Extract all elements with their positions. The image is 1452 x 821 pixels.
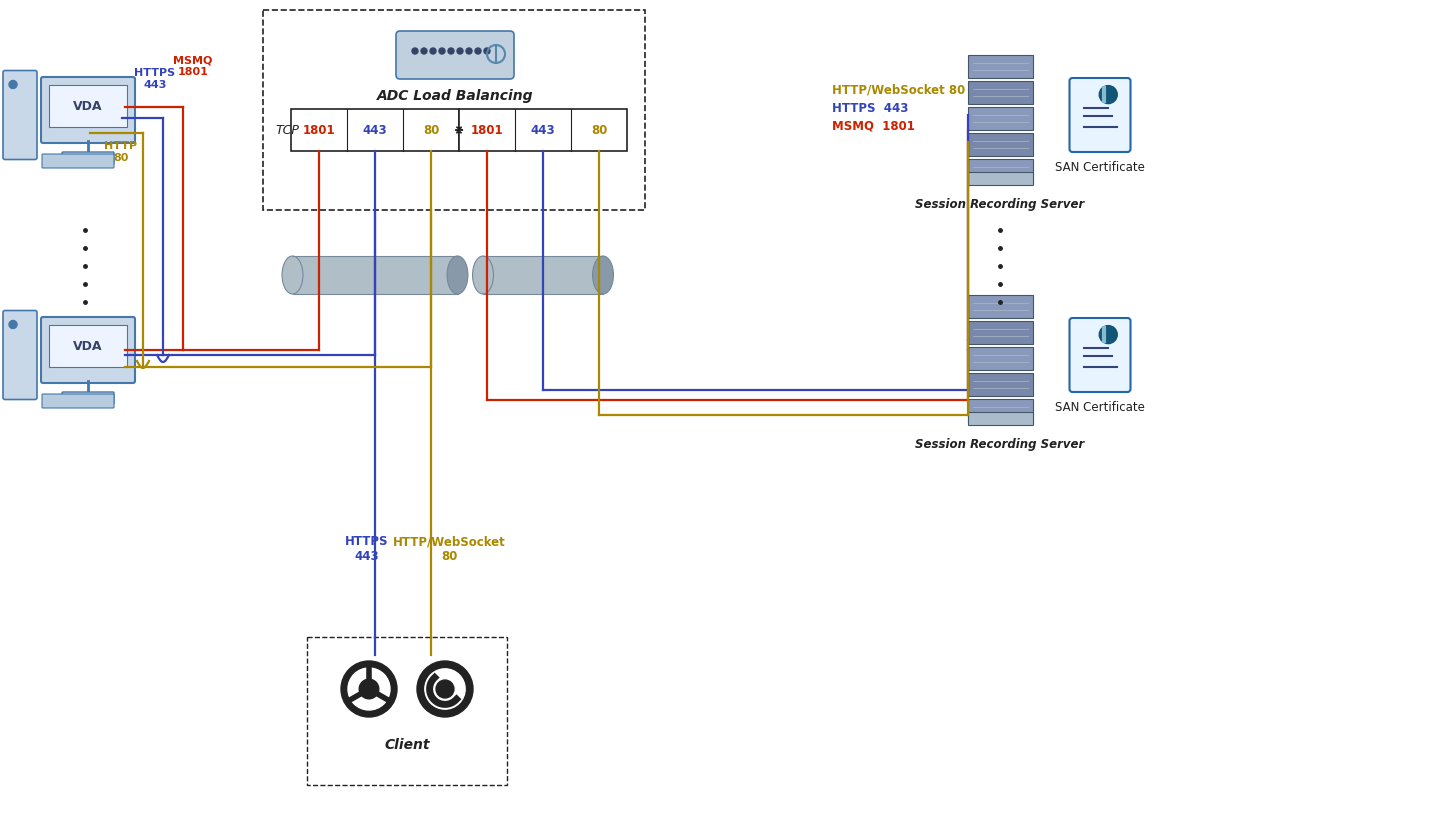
Text: Session Recording Server: Session Recording Server xyxy=(915,198,1085,211)
Text: 443: 443 xyxy=(530,123,555,136)
Text: Session Recording Server: Session Recording Server xyxy=(915,438,1085,451)
Text: HTTPS
443: HTTPS 443 xyxy=(346,535,389,563)
Text: VDA: VDA xyxy=(73,99,103,112)
Text: Client: Client xyxy=(385,738,430,752)
Text: 443: 443 xyxy=(363,123,388,136)
Circle shape xyxy=(1099,326,1117,344)
Bar xyxy=(967,373,1032,396)
Circle shape xyxy=(1099,85,1117,103)
Text: HTTP
80: HTTP 80 xyxy=(105,141,138,163)
FancyBboxPatch shape xyxy=(3,71,36,159)
Circle shape xyxy=(430,48,436,54)
Bar xyxy=(292,256,457,294)
Bar xyxy=(967,159,1032,182)
Bar xyxy=(967,347,1032,370)
Text: 1801: 1801 xyxy=(470,123,504,136)
Circle shape xyxy=(341,661,396,717)
FancyBboxPatch shape xyxy=(42,394,115,408)
Circle shape xyxy=(9,320,17,328)
Text: HTTPS  443: HTTPS 443 xyxy=(832,102,909,114)
FancyBboxPatch shape xyxy=(396,31,514,79)
Bar xyxy=(49,85,126,127)
FancyBboxPatch shape xyxy=(1070,78,1131,152)
FancyBboxPatch shape xyxy=(42,154,115,168)
Bar xyxy=(967,81,1032,104)
Bar xyxy=(967,295,1032,318)
Bar xyxy=(290,109,459,151)
Text: MSMQ
1801: MSMQ 1801 xyxy=(173,55,212,77)
Text: MSMQ  1801: MSMQ 1801 xyxy=(832,120,915,132)
Circle shape xyxy=(475,48,481,54)
Bar xyxy=(459,109,627,151)
FancyBboxPatch shape xyxy=(41,317,135,383)
Ellipse shape xyxy=(472,256,494,294)
Bar xyxy=(484,256,603,294)
Circle shape xyxy=(484,48,489,54)
Circle shape xyxy=(412,48,418,54)
Bar xyxy=(967,55,1032,78)
FancyBboxPatch shape xyxy=(1070,318,1131,392)
Circle shape xyxy=(421,48,427,54)
FancyBboxPatch shape xyxy=(62,152,115,164)
Text: 80: 80 xyxy=(591,123,607,136)
Ellipse shape xyxy=(592,256,613,294)
Bar xyxy=(967,321,1032,344)
Bar xyxy=(306,637,507,785)
Text: 80: 80 xyxy=(423,123,439,136)
Text: SAN Certificate: SAN Certificate xyxy=(1056,401,1146,414)
FancyBboxPatch shape xyxy=(62,392,115,404)
Text: TCP: TCP xyxy=(274,123,299,136)
Circle shape xyxy=(348,668,391,710)
FancyBboxPatch shape xyxy=(41,77,135,143)
Ellipse shape xyxy=(447,256,468,294)
Text: SAN Certificate: SAN Certificate xyxy=(1056,161,1146,174)
Text: VDA: VDA xyxy=(73,340,103,352)
Text: 1801: 1801 xyxy=(302,123,335,136)
Text: HTTPS
443: HTTPS 443 xyxy=(135,68,176,90)
Bar xyxy=(49,325,126,367)
Circle shape xyxy=(466,48,472,54)
Circle shape xyxy=(359,679,379,699)
Circle shape xyxy=(436,680,454,698)
Text: HTTP/WebSocket 80: HTTP/WebSocket 80 xyxy=(832,84,966,97)
Circle shape xyxy=(439,48,444,54)
Circle shape xyxy=(9,80,17,89)
Bar xyxy=(967,133,1032,156)
Bar xyxy=(263,10,645,210)
Bar xyxy=(967,107,1032,130)
Circle shape xyxy=(425,669,465,709)
Circle shape xyxy=(449,48,454,54)
Ellipse shape xyxy=(282,256,303,294)
Circle shape xyxy=(457,48,463,54)
Circle shape xyxy=(417,661,473,717)
Text: ADC Load Balancing: ADC Load Balancing xyxy=(376,89,533,103)
Bar xyxy=(967,412,1032,425)
Bar xyxy=(967,172,1032,185)
Text: HTTP/WebSocket
80: HTTP/WebSocket 80 xyxy=(392,535,505,563)
FancyBboxPatch shape xyxy=(3,310,36,400)
Bar xyxy=(967,399,1032,422)
